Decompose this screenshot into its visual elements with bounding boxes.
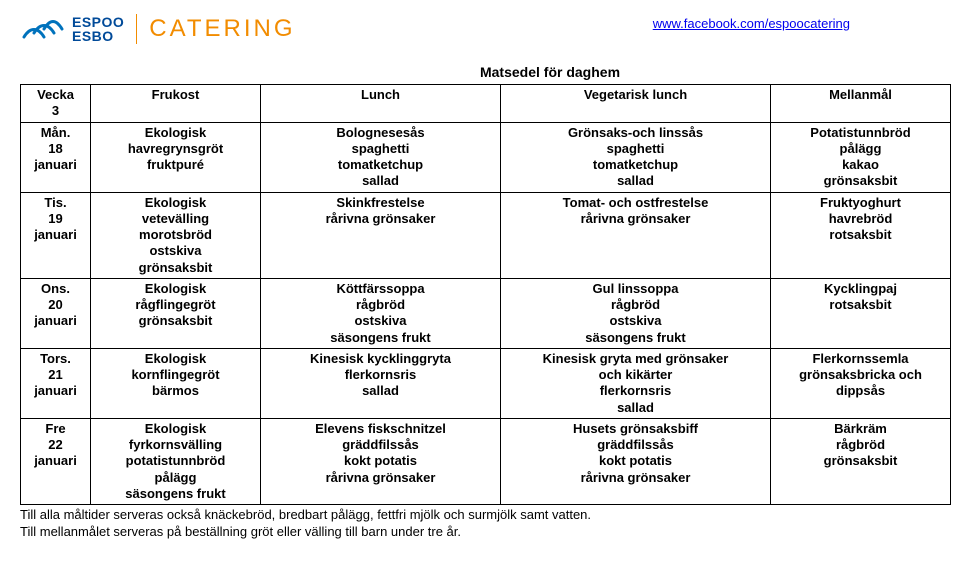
logo: ESPOO ESBO CATERING — [20, 12, 296, 46]
cell-snack: Bärkrämrågbrödgrönsaksbit — [771, 418, 951, 504]
footer-notes: Till alla måltider serveras också knäcke… — [20, 507, 940, 541]
cell-snack: Flerkornssemlagrönsaksbricka ochdippsås — [771, 348, 951, 418]
cell-veg: Husets grönsaksbiffgräddfilssåskokt pota… — [501, 418, 771, 504]
cell-snack: Kycklingpajrotsaksbit — [771, 278, 951, 348]
cell-lunch: Köttfärssopparågbrödostskivasäsongens fr… — [261, 278, 501, 348]
logo-text: ESPOO ESBO — [72, 15, 124, 43]
cell-lunch: Bolognesesåsspaghettitomatketchupsallad — [261, 122, 501, 192]
table-row: Fre22januariEkologiskfyrkornsvällingpota… — [21, 418, 951, 504]
cell-day: Tors.21januari — [21, 348, 91, 418]
cell-day: Tis.19januari — [21, 192, 91, 278]
brand-text: CATERING — [149, 15, 295, 43]
cell-day: Ons.20januari — [21, 278, 91, 348]
footer-line-1: Till alla måltider serveras också knäcke… — [20, 507, 940, 524]
table-row: Mån.18januariEkologiskhavregrynsgrötfruk… — [21, 122, 951, 192]
cell-breakfast: Ekologiskvetevällingmorotsbrödostskivagr… — [91, 192, 261, 278]
cell-breakfast: Ekologiskhavregrynsgrötfruktpuré — [91, 122, 261, 192]
col-week: Vecka3 — [21, 85, 91, 123]
cell-breakfast: Ekologiskkornflingegrötbärmos — [91, 348, 261, 418]
cell-lunch: Elevens fiskschnitzelgräddfilssåskokt po… — [261, 418, 501, 504]
logo-mark-icon — [20, 13, 64, 45]
cell-lunch: Skinkfrestelserårivna grönsaker — [261, 192, 501, 278]
col-snack: Mellanmål — [771, 85, 951, 123]
cell-veg: Tomat- och ostfrestelserårivna grönsaker — [501, 192, 771, 278]
table-row: Ons.20januariEkologiskrågflingegrötgröns… — [21, 278, 951, 348]
table-header-row: Vecka3FrukostLunchVegetarisk lunchMellan… — [21, 85, 951, 123]
logo-divider — [136, 14, 137, 44]
cell-snack: Fruktyoghurthavrebrödrotsaksbit — [771, 192, 951, 278]
cell-day: Mån.18januari — [21, 122, 91, 192]
table-row: Tors.21januariEkologiskkornflingegrötbär… — [21, 348, 951, 418]
cell-breakfast: Ekologiskrågflingegrötgrönsaksbit — [91, 278, 261, 348]
col-veg: Vegetarisk lunch — [501, 85, 771, 123]
logo-text-2: ESBO — [72, 29, 124, 43]
page-title: Matsedel för daghem — [160, 64, 940, 80]
cell-snack: Potatistunnbrödpåläggkakaogrönsaksbit — [771, 122, 951, 192]
col-lunch: Lunch — [261, 85, 501, 123]
facebook-link[interactable]: www.facebook.com/espoocatering — [653, 16, 850, 31]
cell-veg: Gul linssopparågbrödostskivasäsongens fr… — [501, 278, 771, 348]
cell-day: Fre22januari — [21, 418, 91, 504]
table-row: Tis.19januariEkologiskvetevällingmorotsb… — [21, 192, 951, 278]
menu-table: Vecka3FrukostLunchVegetarisk lunchMellan… — [20, 84, 951, 505]
cell-veg: Kinesisk gryta med grönsakeroch kikärter… — [501, 348, 771, 418]
header-row: ESPOO ESBO CATERING www.facebook.com/esp… — [20, 12, 940, 46]
cell-veg: Grönsaks-och linssåsspaghettitomatketchu… — [501, 122, 771, 192]
footer-line-2: Till mellanmålet serveras på beställning… — [20, 524, 940, 541]
cell-lunch: Kinesisk kycklinggrytaflerkornsrissallad — [261, 348, 501, 418]
logo-text-1: ESPOO — [72, 15, 124, 29]
cell-breakfast: Ekologiskfyrkornsvällingpotatistunnbrödp… — [91, 418, 261, 504]
col-breakfast: Frukost — [91, 85, 261, 123]
